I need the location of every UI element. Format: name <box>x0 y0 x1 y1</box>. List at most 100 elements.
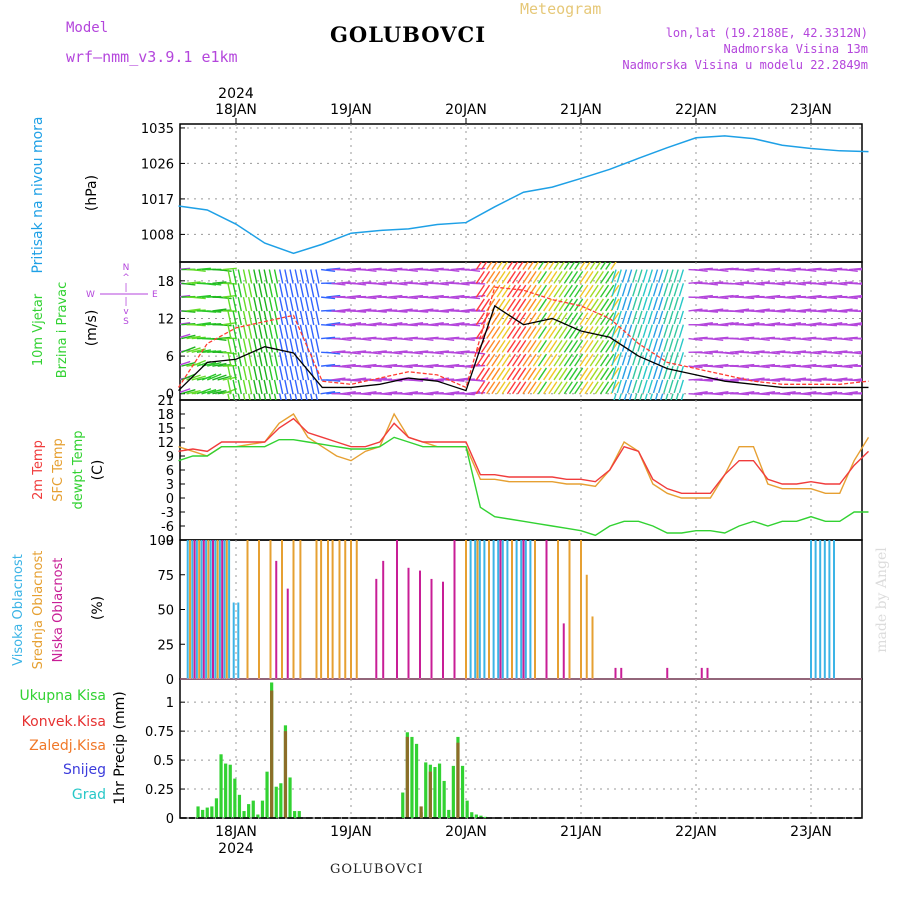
wind-barb <box>543 381 553 395</box>
wind-barb <box>217 268 232 273</box>
wind-barb <box>637 283 643 297</box>
wind-barb <box>605 298 615 312</box>
wind-barb <box>242 365 248 381</box>
wind-barb <box>258 338 263 353</box>
wind-barb <box>217 296 232 300</box>
wind-barb <box>242 393 246 400</box>
wind-barb <box>367 294 382 298</box>
wind-barb <box>652 269 659 283</box>
wind-barb <box>511 353 522 367</box>
wind-barb <box>279 379 284 395</box>
precip-conv-bar <box>283 731 288 818</box>
wind-barb <box>480 262 488 270</box>
wind-barb <box>678 365 685 380</box>
wind-barb <box>191 359 206 367</box>
wind-barb <box>506 262 514 270</box>
wind-barb <box>802 324 817 327</box>
wind-barb <box>745 351 760 355</box>
wind-barb <box>424 391 439 395</box>
wind-barb <box>299 269 305 284</box>
wind-barb <box>237 352 242 367</box>
wind-barb <box>273 379 279 395</box>
precip-units-label: 1hr Precip (mm) <box>112 691 128 804</box>
wind-barb <box>393 310 408 313</box>
wind-barb <box>486 381 496 395</box>
wind-barb <box>222 376 237 381</box>
wind-barb <box>589 339 599 353</box>
precip-total-bar <box>201 809 205 818</box>
wind-barb <box>616 324 622 338</box>
bottom-day-label: 23JAN <box>790 824 832 840</box>
wind-barb <box>642 296 648 311</box>
wind-barb <box>263 365 268 381</box>
wind-barb <box>247 379 253 395</box>
wind-barb <box>471 267 486 271</box>
precip-ytick-label: 0 <box>166 812 174 827</box>
wind-barb <box>496 270 506 284</box>
wind-barb <box>553 270 563 284</box>
precip-total-bar <box>297 811 301 818</box>
wind-barb <box>724 294 739 298</box>
wind-barb <box>864 310 878 311</box>
pressure-ytick-label: 1008 <box>141 228 174 243</box>
wind-barb <box>237 393 241 400</box>
wind-barb <box>678 296 685 311</box>
wind-barb <box>196 388 212 395</box>
wind-barb <box>703 310 719 313</box>
wind-barb <box>310 296 315 312</box>
wind-barb <box>642 324 648 338</box>
wind-barb <box>341 391 356 395</box>
wind-barb <box>822 391 838 395</box>
wind-barb <box>657 379 664 394</box>
wind-barb <box>450 351 465 355</box>
wind-barb <box>848 379 862 382</box>
wind-barb <box>186 308 201 312</box>
temp-axis-label-sfc: SFC Temp <box>51 438 66 502</box>
wind-barb <box>589 284 599 298</box>
wind-barb <box>817 337 832 342</box>
wind-barb <box>579 262 586 270</box>
wind-barb <box>637 352 643 366</box>
wind-barb <box>698 294 713 298</box>
wind-barb <box>880 309 894 311</box>
wind-barb <box>237 269 242 284</box>
wind-barb <box>232 324 237 339</box>
wind-barb <box>341 268 356 273</box>
wind-barb <box>680 393 685 400</box>
wind-barb <box>668 310 674 325</box>
wind-barb <box>558 298 568 312</box>
wind-barb <box>310 283 315 298</box>
wind-barb <box>594 381 604 395</box>
wind-barb <box>475 298 485 312</box>
precip-total-bar <box>205 807 209 818</box>
wind-barb <box>414 310 429 313</box>
wind-barb <box>616 269 622 283</box>
wind-barb <box>511 381 522 395</box>
wind-barb <box>755 365 770 369</box>
top-day-label: 18JAN <box>215 102 257 118</box>
wind-barb <box>268 310 274 326</box>
wind-barb <box>180 388 191 394</box>
wind-barb <box>563 339 573 353</box>
legend-hail: Grad <box>72 787 106 803</box>
wind-barb <box>579 339 589 353</box>
wind-barb <box>403 324 418 327</box>
precip-total-bar <box>483 816 488 818</box>
wind-barb <box>486 353 496 367</box>
wind-barb <box>838 308 853 312</box>
wind-barb <box>843 268 858 273</box>
model-name: wrf—nmm_v3.9.1 e1km <box>66 48 238 66</box>
wind-barb <box>258 352 263 367</box>
wind-barb <box>419 393 434 396</box>
wind-barb <box>652 310 659 325</box>
wind-barb <box>377 365 393 369</box>
wind-barb <box>294 365 299 381</box>
wind-barb <box>745 294 760 298</box>
wind-barb <box>828 351 843 355</box>
wind-barb <box>527 339 537 353</box>
wind-barb <box>859 309 862 312</box>
wind-barb <box>242 338 248 353</box>
top-day-label: 22JAN <box>675 102 717 118</box>
wind-barb <box>659 393 664 400</box>
